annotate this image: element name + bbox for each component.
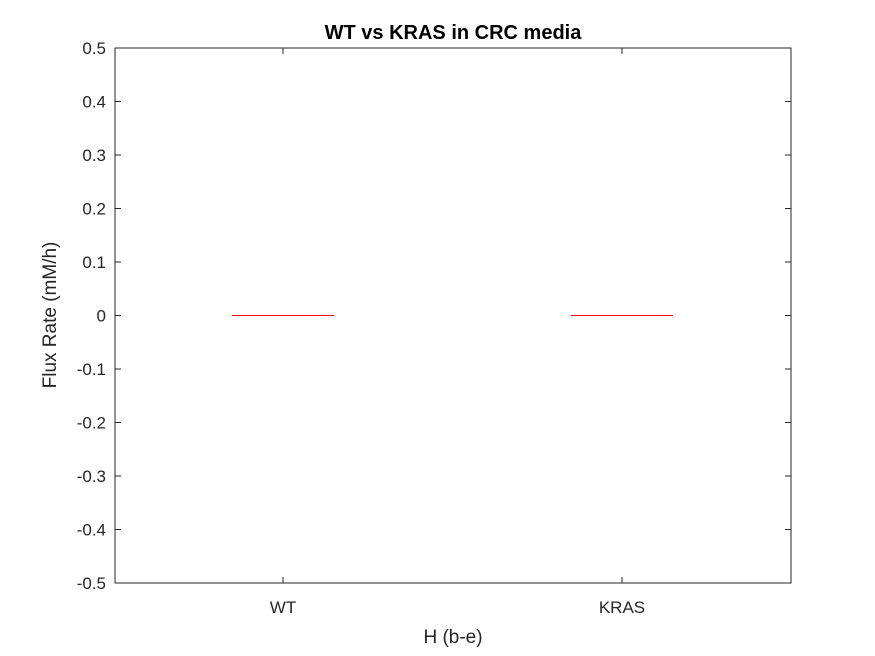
plot-area	[114, 47, 792, 584]
y-tick-label: -0.5	[77, 574, 106, 593]
y-tick-label: 0.3	[82, 146, 106, 165]
y-tick-label: -0.3	[77, 467, 106, 486]
chart-title: WT vs KRAS in CRC media	[325, 22, 583, 44]
y-tick-label: 0.4	[82, 93, 106, 112]
y-tick-label: 0.2	[82, 200, 106, 219]
y-tick-label: -0.2	[77, 414, 106, 433]
x-axis-label: H (b-e)	[423, 627, 482, 648]
y-axis-label: Flux Rate (mM/h)	[40, 242, 61, 389]
y-tick-label: 0.1	[82, 253, 106, 272]
x-tick-label: KRAS	[599, 598, 645, 617]
y-axis-ticks: 0.5 0.4 0.3 0.2 0.1 0 -0.1 -0.2 -0.3 -0.4 -0.5	[77, 39, 791, 593]
y-tick-label: 0.5	[82, 39, 106, 58]
y-tick-label: 0	[97, 307, 106, 326]
y-tick-label: -0.1	[77, 360, 106, 379]
x-axis-ticks: WT KRAS	[270, 48, 645, 617]
x-tick-label: WT	[270, 598, 296, 617]
y-tick-label: -0.4	[77, 521, 106, 540]
